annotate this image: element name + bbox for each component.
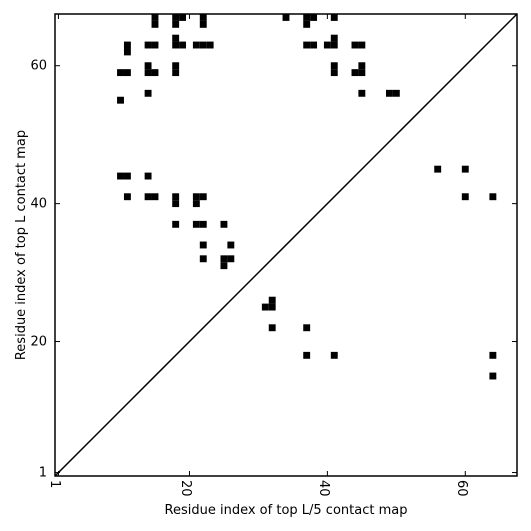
contact-cell-upper [144, 69, 152, 77]
contact-cell-upper [144, 62, 152, 70]
contact-cell-upper [151, 41, 159, 49]
contact-cell-upper [192, 41, 200, 49]
x-tick-label: 60 [454, 480, 469, 497]
contact-cell-upper [220, 255, 228, 263]
y-tick-label: 40 [30, 197, 47, 212]
y-tick-label: 20 [30, 335, 47, 350]
contact-cell-upper [117, 69, 124, 77]
contact-cell-upper [461, 193, 469, 201]
contact-cell-upper [172, 62, 180, 70]
contact-cell-lower [268, 303, 276, 311]
contact-cell-upper [199, 255, 207, 263]
contact-cell-upper [358, 69, 366, 77]
contact-cell-lower [268, 296, 276, 304]
contact-cell-lower [489, 351, 497, 359]
contact-cell-upper [123, 172, 131, 180]
contact-cell-upper [330, 34, 338, 42]
contact-cell-upper [227, 241, 235, 249]
contact-cell-lower [489, 372, 497, 380]
contact-cell-upper [172, 193, 180, 201]
contact-cell-upper [123, 48, 131, 56]
y-tick-label: 1 [39, 466, 47, 481]
x-tick-label: 20 [178, 480, 193, 497]
contact-cell-upper [192, 200, 200, 208]
contact-cell-upper [151, 193, 159, 201]
contact-cell-lower [303, 324, 311, 332]
contact-cell-upper [192, 220, 200, 228]
contact-cell-lower [330, 351, 338, 359]
x-axis-label: Residue index of top L/5 contact map [165, 503, 408, 518]
contact-cell-upper [323, 41, 331, 49]
contact-cell-upper [303, 41, 311, 49]
contact-cell-upper [199, 193, 207, 201]
contact-cell-upper [199, 41, 207, 49]
contact-cell-upper [434, 165, 442, 173]
contact-cell-upper [199, 14, 207, 21]
contact-cell-upper [179, 41, 187, 49]
contact-cell-upper [330, 14, 338, 21]
contact-cell-upper [172, 69, 180, 77]
contact-cell-lower [303, 351, 311, 359]
contact-cell-upper [172, 20, 180, 28]
x-tick-label: 40 [316, 480, 331, 497]
contact-cell-upper [461, 165, 469, 173]
contact-cell-upper [358, 41, 366, 49]
y-axis-ticks: 1 20 40 60 [30, 59, 517, 481]
contact-cell-upper [144, 41, 152, 49]
contact-cell-lower [268, 324, 276, 332]
contact-cell-upper [144, 89, 152, 97]
contact-cell-upper [123, 193, 131, 201]
contact-cell-upper [144, 172, 152, 180]
contact-cell-upper [303, 20, 311, 28]
contact-cell-upper [489, 193, 497, 201]
contact-cell-upper [282, 14, 290, 21]
lower-contact-cells [261, 296, 497, 380]
contact-cell-upper [172, 14, 180, 21]
y-tick-label: 60 [30, 59, 47, 74]
contact-cell-upper [358, 62, 366, 70]
contact-cell-upper [206, 41, 214, 49]
contact-cell-upper [220, 262, 228, 270]
contact-cell-upper [330, 62, 338, 70]
contact-cell-upper [310, 14, 318, 21]
contact-cell-upper [199, 20, 207, 28]
contact-cell-upper [310, 41, 318, 49]
contact-cell-upper [351, 41, 359, 49]
plot-frame [54, 13, 518, 477]
contact-cell-upper [151, 20, 159, 28]
contact-cell-upper [172, 34, 180, 42]
contact-cell-upper [123, 69, 131, 77]
contact-cell-upper [303, 14, 311, 21]
contact-cell-upper [123, 41, 131, 49]
contact-cell-upper [117, 172, 124, 180]
contact-cell-upper [330, 69, 338, 77]
contact-cell-upper [151, 69, 159, 77]
contact-cell-upper [172, 220, 180, 228]
x-tick-label: 1 [47, 480, 62, 488]
contact-cell-upper [220, 220, 228, 228]
contact-cell-upper [358, 89, 366, 97]
x-axis-ticks: 1 20 40 60 [47, 14, 469, 497]
contact-cell-upper [385, 89, 393, 97]
contact-cell-upper [330, 41, 338, 49]
upper-contact-cells [117, 14, 497, 270]
contact-cell-upper [199, 220, 207, 228]
contact-cell-upper [144, 193, 152, 201]
contact-cell-lower [261, 303, 269, 311]
contact-cell-upper [192, 193, 200, 201]
contact-cell-upper [392, 89, 400, 97]
contact-cell-upper [117, 96, 124, 104]
contact-cell-upper [172, 200, 180, 208]
contact-cell-upper [179, 14, 187, 21]
contact-cell-upper [351, 69, 359, 77]
y-axis-label: Residue index of top L contact map [14, 130, 29, 360]
contact-cell-upper [227, 255, 235, 263]
contact-cell-upper [172, 41, 180, 49]
diagonal-line [54, 13, 518, 477]
contact-cell-upper [151, 14, 159, 21]
contact-cell-upper [199, 241, 207, 249]
